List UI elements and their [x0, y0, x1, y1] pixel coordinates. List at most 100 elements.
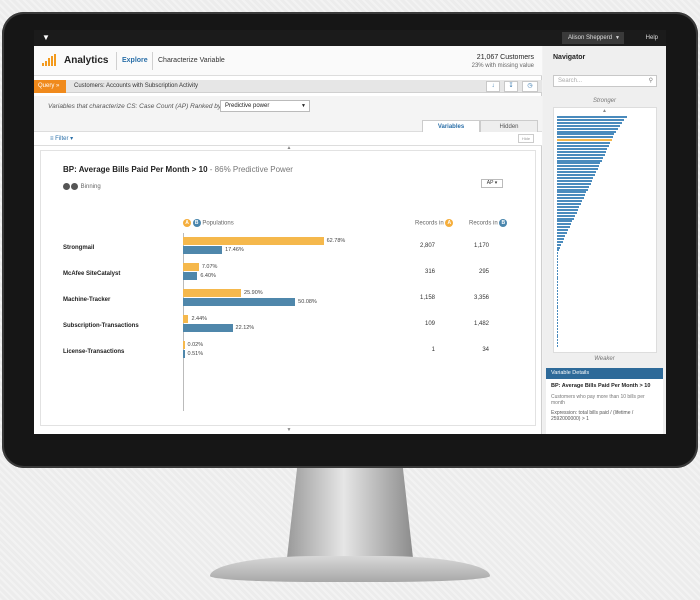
navigator-bar[interactable] [557, 194, 585, 197]
navigator-bar[interactable] [557, 336, 558, 339]
navigator-bar[interactable] [557, 191, 587, 194]
navigator-bar[interactable] [557, 339, 558, 342]
scroll-up-icon[interactable]: ▲ [602, 108, 607, 114]
navigator-bar[interactable] [557, 321, 558, 324]
navigator-bar[interactable] [557, 205, 580, 208]
download-button[interactable]: ↧ [504, 81, 518, 92]
navigator-bar[interactable] [557, 197, 584, 200]
help-link[interactable]: Help [645, 35, 658, 41]
navigator-bar[interactable] [557, 342, 558, 345]
population-row[interactable]: License-Transactions 0.02% 0.51% 1 34 [41, 341, 537, 367]
navigator-bar[interactable] [557, 185, 590, 188]
navigator-bar[interactable] [557, 211, 577, 214]
navigator-bar[interactable] [557, 298, 558, 301]
explore-link[interactable]: Explore [122, 57, 148, 64]
collapse-handle-icon[interactable]: ▼ [286, 427, 292, 433]
navigator-bar[interactable] [557, 223, 571, 226]
hide-button[interactable]: Hide [518, 134, 534, 143]
navigator-bar[interactable] [557, 316, 558, 319]
navigator-bar[interactable] [557, 327, 558, 330]
navigator-bar[interactable] [557, 237, 564, 240]
tab-hidden[interactable]: Hidden [480, 120, 538, 132]
navigator-bar[interactable] [557, 162, 601, 165]
navigator-chart[interactable]: ▲ [553, 107, 657, 353]
navigator-bar[interactable] [557, 200, 583, 203]
query-tag[interactable]: Query » [34, 80, 66, 93]
navigator-bar[interactable] [557, 133, 615, 136]
navigator-bar[interactable] [557, 345, 558, 348]
population-row[interactable]: McAfee SiteCatalyst 7.07% 6.40% 316 295 [41, 263, 537, 289]
navigator-bar[interactable] [557, 307, 558, 310]
navigator-bar[interactable] [557, 124, 620, 127]
navigator-bar[interactable] [557, 281, 558, 284]
collapse-handle-icon[interactable]: ▲ [286, 145, 292, 151]
navigator-bar[interactable] [557, 261, 558, 263]
navigator-bar[interactable] [557, 266, 558, 269]
navigator-bar[interactable] [557, 156, 604, 159]
navigator-bar[interactable] [557, 229, 569, 232]
navigator-bar[interactable] [557, 142, 611, 145]
filter-button[interactable]: ≡ Filter ▾ [50, 136, 74, 142]
population-row[interactable]: Machine-Tracker 25.90% 50.08% 1,158 3,356 [41, 289, 537, 315]
navigator-bar[interactable] [557, 188, 588, 191]
navigator-bar[interactable] [557, 243, 562, 246]
navigator-bar[interactable] [557, 130, 616, 133]
navigator-bar[interactable] [557, 182, 591, 185]
navigator-bar[interactable] [557, 263, 558, 266]
navigator-bar[interactable] [557, 203, 581, 205]
navigator-bar[interactable] [557, 333, 558, 336]
navigator-bar[interactable] [557, 255, 558, 258]
navigator-bar[interactable] [557, 310, 558, 313]
navigator-bar[interactable] [557, 284, 558, 287]
navigator-bar[interactable] [557, 174, 595, 176]
navigator-bar[interactable] [557, 275, 558, 278]
plus-icon[interactable] [63, 183, 70, 190]
navigator-bar[interactable] [557, 159, 602, 162]
navigator-bar[interactable] [557, 165, 599, 168]
navigator-bar[interactable] [557, 139, 612, 142]
navigator-bar[interactable] [557, 324, 558, 327]
navigator-bar[interactable] [557, 301, 558, 304]
minus-icon[interactable] [71, 183, 78, 190]
navigator-bar[interactable] [557, 287, 558, 290]
navigator-bar[interactable] [557, 240, 563, 243]
navigator-bar[interactable] [557, 269, 558, 272]
navigator-bar[interactable] [557, 136, 613, 139]
navigator-bar[interactable] [557, 220, 573, 223]
navigator-bar[interactable] [557, 127, 618, 130]
navigator-bar[interactable] [557, 171, 597, 174]
ap-select[interactable]: AP ▾ [481, 179, 503, 188]
navigator-bar[interactable] [557, 150, 606, 153]
navigator-bar[interactable] [557, 145, 609, 147]
navigator-bar[interactable] [557, 290, 558, 292]
user-menu[interactable]: Alison Shepperd ▼ [562, 32, 624, 44]
navigator-bar[interactable] [557, 176, 594, 179]
navigator-bar[interactable] [557, 208, 578, 211]
navigator-bar[interactable] [557, 234, 566, 237]
navigator-bar[interactable] [557, 168, 598, 171]
navigator-bar[interactable] [557, 304, 558, 307]
navigator-bar[interactable] [557, 249, 560, 252]
export-button[interactable]: ↓ [486, 81, 500, 92]
navigator-search-input[interactable]: Search... ⚲ [553, 75, 657, 87]
navigator-bar[interactable] [557, 121, 623, 124]
navigator-bar[interactable] [557, 214, 576, 217]
navigator-bar[interactable] [557, 319, 558, 321]
navigator-bar[interactable] [557, 258, 558, 261]
navigator-bar[interactable] [557, 330, 558, 333]
navigator-bar[interactable] [557, 118, 625, 121]
navigator-bar[interactable] [557, 246, 560, 249]
population-row[interactable]: Subscription-Transactions 2.44% 22.12% 109 1… [41, 315, 537, 341]
navigator-bar[interactable] [557, 295, 558, 298]
history-button[interactable]: ◷ [522, 81, 538, 92]
navigator-bar[interactable] [557, 252, 559, 255]
navigator-bar[interactable] [557, 179, 592, 182]
tab-variables[interactable]: Variables [422, 120, 480, 132]
navigator-bar[interactable] [557, 153, 605, 156]
navigator-bar[interactable] [557, 217, 574, 220]
population-row[interactable]: Strongmail 62.78% 17.46% 2,807 1,170 [41, 237, 537, 263]
navigator-bar[interactable] [557, 116, 627, 118]
navigator-bar[interactable] [557, 226, 570, 229]
navigator-bar[interactable] [557, 292, 558, 295]
navigator-bar[interactable] [557, 272, 558, 275]
